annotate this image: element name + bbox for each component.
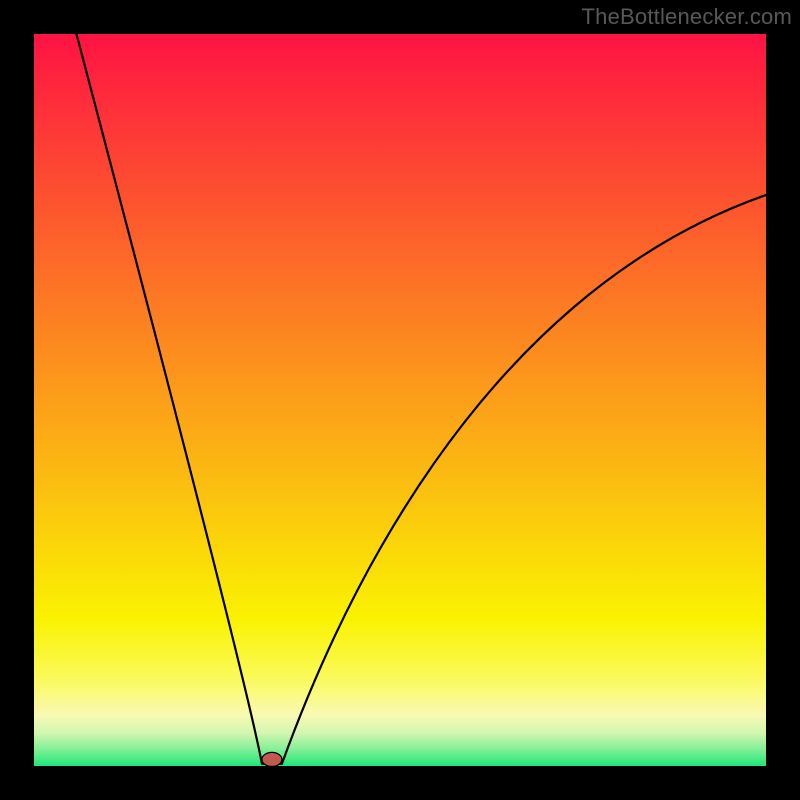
optimal-marker <box>262 752 282 766</box>
plot-area <box>34 34 766 766</box>
chart-svg <box>0 0 800 800</box>
chart-container: TheBottlenecker.com <box>0 0 800 800</box>
watermark: TheBottlenecker.com <box>582 4 792 30</box>
